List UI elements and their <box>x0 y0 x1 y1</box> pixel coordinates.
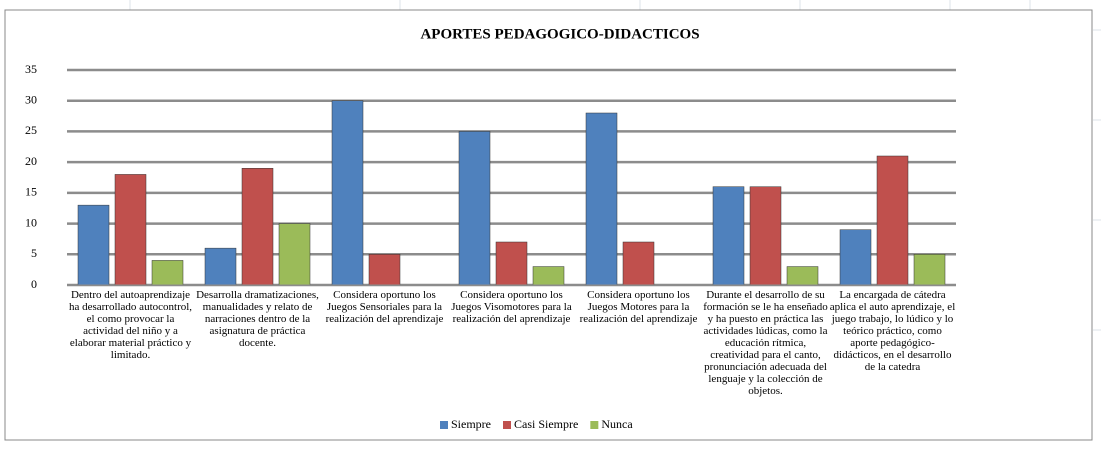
bar <box>786 266 819 286</box>
bar <box>532 266 565 286</box>
x-tick-label: La encargada de cátedra aplica el auto a… <box>829 289 956 373</box>
bar <box>876 155 909 286</box>
x-tick-label: Durante el desarrollo de su formación se… <box>703 289 828 397</box>
x-tick-label: Considera oportuno los Juegos Visomotore… <box>451 289 572 325</box>
bar <box>204 247 237 286</box>
bar <box>114 174 147 286</box>
y-tick-label: 15 <box>25 185 37 199</box>
bar <box>585 112 618 286</box>
bar <box>241 168 274 286</box>
legend-swatch <box>590 421 599 429</box>
bar <box>151 260 184 286</box>
bar <box>278 223 311 286</box>
bar <box>495 241 528 286</box>
y-tick-label: 5 <box>31 246 37 260</box>
bar <box>331 100 364 286</box>
bar <box>77 204 110 286</box>
bar <box>622 241 655 286</box>
chart-frame <box>4 9 1093 441</box>
bar <box>913 254 946 286</box>
y-tick-label: 0 <box>31 277 37 291</box>
bar <box>368 254 401 286</box>
x-tick-label: Desarrolla dramatizaciones, manualidades… <box>196 289 319 349</box>
legend-label: Casi Siempre <box>514 417 578 431</box>
legend-swatch <box>503 421 511 429</box>
bar <box>749 186 782 286</box>
x-tick-label: Considera oportuno los Juegos Sensoriale… <box>325 289 444 325</box>
y-tick-label: 35 <box>25 62 37 76</box>
bar <box>839 229 872 286</box>
y-tick-label: 10 <box>25 215 37 229</box>
legend-label: Nunca <box>601 417 633 431</box>
bar <box>712 186 745 286</box>
y-tick-label: 20 <box>25 154 37 168</box>
y-tick-label: 30 <box>25 92 37 106</box>
chart-title: APORTES PEDAGOGICO-DIDACTICOS <box>420 26 699 42</box>
y-tick-label: 25 <box>25 123 37 137</box>
legend-label: Siempre <box>451 417 491 431</box>
bar <box>458 131 491 286</box>
x-tick-label: Dentro del autoaprendizaje ha desarrolla… <box>68 289 193 361</box>
legend-swatch <box>440 421 448 429</box>
sheet-grid <box>129 0 1101 331</box>
x-tick-label: Considera oportuno los Juegos Motores pa… <box>579 289 698 325</box>
